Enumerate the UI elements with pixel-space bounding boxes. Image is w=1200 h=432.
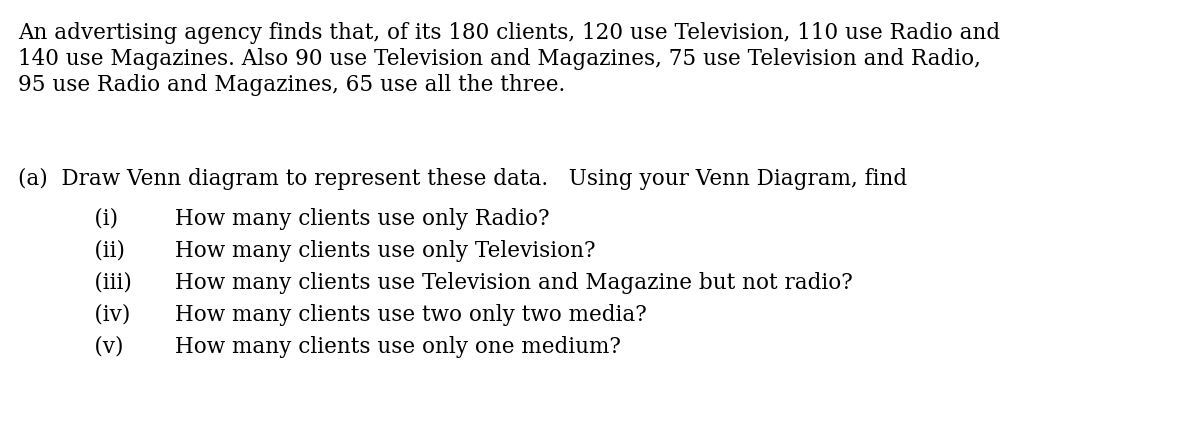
Text: (v): (v) [60, 336, 124, 358]
Text: How many clients use only Radio?: How many clients use only Radio? [175, 208, 550, 230]
Text: (a)  Draw Venn diagram to represent these data.   Using your Venn Diagram, find: (a) Draw Venn diagram to represent these… [18, 168, 907, 190]
Text: (iii): (iii) [60, 272, 132, 294]
Text: (iv): (iv) [60, 304, 131, 326]
Text: (ii): (ii) [60, 240, 125, 262]
Text: (i): (i) [60, 208, 118, 230]
Text: 95 use Radio and Magazines, 65 use all the three.: 95 use Radio and Magazines, 65 use all t… [18, 74, 565, 96]
Text: How many clients use two only two media?: How many clients use two only two media? [175, 304, 647, 326]
Text: How many clients use only Television?: How many clients use only Television? [175, 240, 595, 262]
Text: How many clients use only one medium?: How many clients use only one medium? [175, 336, 620, 358]
Text: 140 use Magazines. Also 90 use Television and Magazines, 75 use Television and R: 140 use Magazines. Also 90 use Televisio… [18, 48, 980, 70]
Text: How many clients use Television and Magazine but not radio?: How many clients use Television and Maga… [175, 272, 853, 294]
Text: An advertising agency finds that, of its 180 clients, 120 use Television, 110 us: An advertising agency finds that, of its… [18, 22, 1000, 44]
